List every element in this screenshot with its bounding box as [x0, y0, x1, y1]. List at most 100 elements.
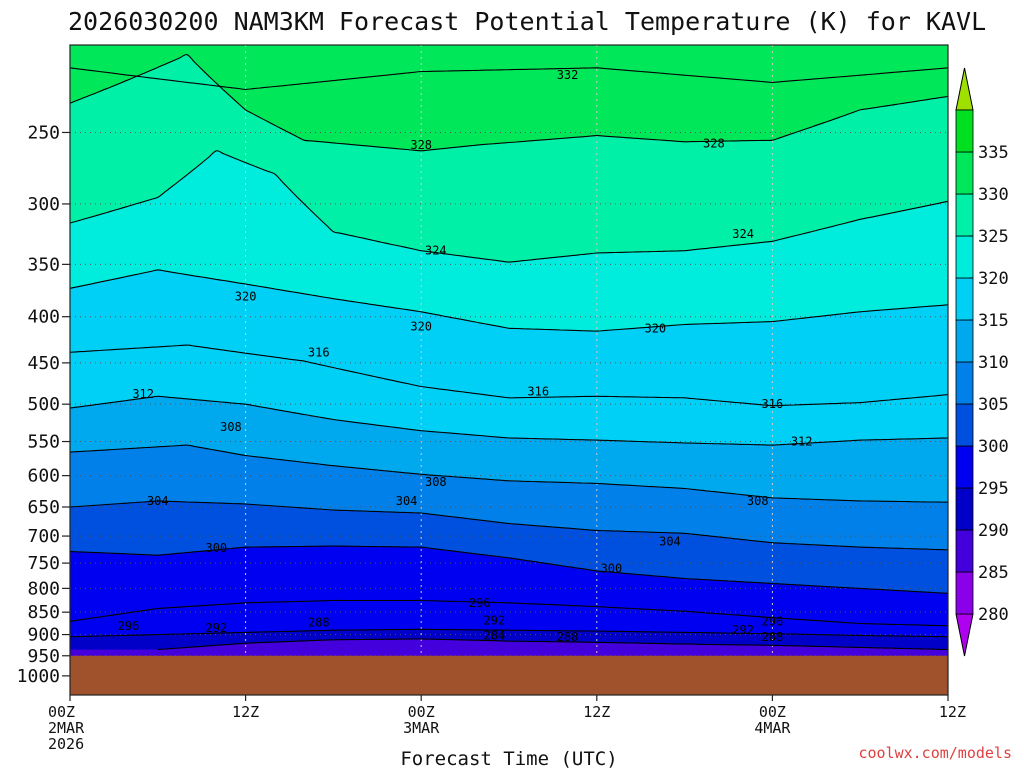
y-tick-label: 900 [27, 625, 60, 646]
y-tick-label: 300 [27, 194, 60, 215]
contour-label: 304 [659, 535, 681, 549]
contour-line-308 [70, 444, 948, 503]
y-tick-label: 450 [27, 353, 60, 374]
contour-line-312 [70, 395, 948, 446]
x-tick-label: 12Z [583, 703, 610, 721]
y-tick-label: 650 [27, 497, 60, 518]
contour-label: 324 [425, 244, 447, 258]
colorbar-swatch [955, 487, 974, 531]
contour-label: 320 [644, 321, 666, 335]
contour-label: 312 [132, 387, 154, 401]
contour-line-304 [70, 500, 948, 551]
contour-label: 316 [762, 397, 784, 411]
colorbar-tick-label: 310 [978, 353, 1009, 373]
contour-label: 308 [425, 475, 447, 489]
contour-label: 320 [235, 290, 257, 304]
contour-label: 304 [396, 494, 418, 508]
contour-label: 300 [601, 561, 623, 575]
colorbar-tick-label: 315 [978, 311, 1009, 331]
y-tick-label: 550 [27, 432, 60, 453]
contour-label: 328 [703, 136, 725, 150]
contour-line-324 [70, 150, 948, 263]
x-tick-label: 00Z [408, 703, 435, 721]
x-tick-label: 00Z [48, 703, 75, 721]
colorbar-swatch [955, 151, 974, 195]
colorbar-swatch [955, 361, 974, 405]
contour-lines [70, 54, 948, 651]
contour-label: 296 [469, 596, 491, 610]
colorbar-top-arrow [955, 67, 974, 111]
contour-label: 296 [118, 619, 140, 633]
gridlines [70, 45, 948, 695]
colorbar-tick-label: 285 [978, 563, 1009, 583]
contour-label: 324 [732, 227, 754, 241]
contour-label: 288 [308, 616, 330, 630]
contour-label: 304 [147, 494, 169, 508]
contour-label: 332 [557, 68, 579, 82]
contour-label: 292 [732, 623, 754, 637]
colorbar-swatch [955, 571, 974, 615]
y-tick-label: 950 [27, 646, 60, 667]
contour-label: 300 [205, 541, 227, 555]
y-tick-label: 400 [27, 307, 60, 328]
x-tick-label: 12Z [232, 703, 259, 721]
plot-frame [69, 44, 949, 696]
colorbar-tick-label: 325 [978, 227, 1009, 247]
y-tick-label: 700 [27, 526, 60, 547]
colorbar-swatch [955, 235, 974, 279]
contour-label: 328 [410, 138, 432, 152]
contour-label: 316 [308, 345, 330, 359]
colorbar-tick-label: 290 [978, 521, 1009, 541]
colorbar-tick-label: 320 [978, 269, 1009, 289]
contour-labels: 332 328 328 324 324 320 320 320 316 316 316 312 312 3… [118, 68, 813, 644]
colorbar-swatch [955, 319, 974, 363]
contour-label: 288 [762, 630, 784, 644]
x-tick-label: 00Z [759, 703, 786, 721]
contour-line-328 [70, 54, 948, 152]
contour-label: 320 [410, 319, 432, 333]
contour-label: 292 [484, 613, 506, 627]
contour-line-288 [157, 638, 948, 651]
y-tick-label: 350 [27, 254, 60, 275]
colorbar-swatch [955, 193, 974, 237]
colorbar-bottom-arrow [955, 613, 974, 657]
contour-label: 308 [220, 420, 242, 434]
colorbar-tick-label: 295 [978, 479, 1009, 499]
colorbar-tick-label: 300 [978, 437, 1009, 457]
colorbar-swatch [955, 277, 974, 321]
contour-line-300 [70, 545, 948, 594]
x-axis-label: Forecast Time (UTC) [400, 748, 617, 768]
contour-line-332 [70, 67, 948, 90]
terrain-below-ground [70, 655, 948, 695]
contour-label: 284 [484, 628, 506, 642]
colorbar-swatch [955, 529, 974, 573]
contour-line-296 [70, 599, 948, 627]
y-tick-label: 850 [27, 602, 60, 623]
colorbar-tick-label: 335 [978, 143, 1009, 163]
contour-label: 296 [762, 614, 784, 628]
colorbar-swatch [955, 445, 974, 489]
y-tick-label: 1000 [17, 666, 60, 687]
colorbar-swatch [955, 109, 974, 153]
x-tick-label: 2MAR [48, 719, 85, 737]
y-tick-label: 750 [27, 553, 60, 574]
colorbar-tick-label: 280 [978, 605, 1009, 625]
contour-label: 288 [557, 630, 579, 644]
colorbar-tick-label: 305 [978, 395, 1009, 415]
plot-area: 332 328 328 324 324 320 320 320 316 316 316 312 312 3… [70, 45, 948, 695]
x-tick-label: 4MAR [754, 719, 791, 737]
y-tick-label: 600 [27, 466, 60, 487]
contour-label: 312 [791, 435, 813, 449]
x-tick-label: 2026 [48, 735, 84, 753]
y-axis: 2503003504004505005506006507007508008509… [17, 122, 70, 687]
y-tick-label: 500 [27, 394, 60, 415]
chart-title: 2026030200 NAM3KM Forecast Potential Tem… [68, 7, 986, 36]
credit-link[interactable]: coolwx.com/models [858, 744, 1012, 762]
contour-line-316 [70, 344, 948, 407]
x-tick-label: 3MAR [403, 719, 440, 737]
x-tick-label: 12Z [939, 703, 966, 721]
contour-line-292 [70, 628, 948, 638]
contour-label: 308 [747, 494, 769, 508]
